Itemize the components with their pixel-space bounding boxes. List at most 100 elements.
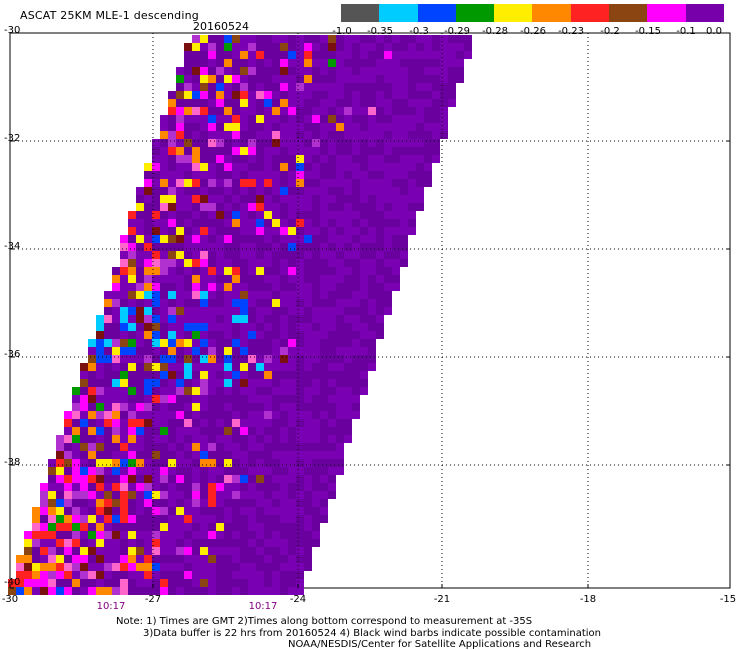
swath-cell — [224, 259, 232, 267]
swath-cell — [48, 547, 56, 555]
swath-cell — [112, 355, 120, 363]
swath-cell — [248, 99, 256, 107]
swath-cell — [296, 267, 304, 275]
swath-cell — [120, 491, 128, 499]
swath-cell — [296, 251, 304, 259]
swath-cell — [184, 547, 192, 555]
swath-cell — [152, 243, 160, 251]
swath-cell — [280, 275, 288, 283]
swath-cell — [176, 427, 184, 435]
swath-cell — [208, 491, 216, 499]
swath-cell — [120, 547, 128, 555]
swath-cell — [128, 363, 136, 371]
swath-cell — [200, 331, 208, 339]
swath-cell — [16, 555, 24, 563]
swath-cell — [248, 75, 256, 83]
swath-cell — [424, 171, 432, 179]
swath-cell — [336, 147, 344, 155]
swath-cell — [128, 283, 136, 291]
swath-cell — [272, 195, 280, 203]
swath-cell — [184, 563, 192, 571]
swath-cell — [200, 163, 208, 171]
swath-cell — [136, 187, 144, 195]
swath-cell — [432, 67, 440, 75]
swath-cell — [312, 515, 320, 523]
swath-cell — [384, 139, 392, 147]
swath-cell — [64, 459, 72, 467]
swath-cell — [320, 131, 328, 139]
swath-cell — [304, 427, 312, 435]
swath-cell — [264, 43, 272, 51]
swath-cell — [264, 379, 272, 387]
swath-cell — [320, 123, 328, 131]
swath-cell — [328, 331, 336, 339]
swath-cell — [280, 219, 288, 227]
swath-cell — [208, 91, 216, 99]
swath-cell — [200, 427, 208, 435]
swath-cell — [88, 451, 96, 459]
swath-cell — [176, 155, 184, 163]
swath-cell — [312, 307, 320, 315]
swath-cell — [192, 467, 200, 475]
swath-cell — [112, 347, 120, 355]
swath-cell — [320, 491, 328, 499]
swath-cell — [176, 379, 184, 387]
swath-cell — [384, 67, 392, 75]
swath-cell — [272, 331, 280, 339]
swath-cell — [288, 347, 296, 355]
swath-cell — [312, 523, 320, 531]
footnote-line-2: 3)Data buffer is 22 hrs from 20160524 4)… — [143, 628, 601, 639]
swath-cell — [256, 35, 264, 43]
swath-cell — [264, 451, 272, 459]
swath-cell — [272, 219, 280, 227]
swath-cell — [264, 579, 272, 587]
swath-cell — [48, 507, 56, 515]
swath-cell — [208, 139, 216, 147]
swath-cell — [264, 187, 272, 195]
swath-cell — [360, 67, 368, 75]
swath-cell — [216, 467, 224, 475]
swath-cell — [152, 563, 160, 571]
swath-cell — [224, 491, 232, 499]
swath-cell — [160, 163, 168, 171]
swath-cell — [168, 195, 176, 203]
swath-cell — [408, 211, 416, 219]
swath-cell — [328, 323, 336, 331]
swath-cell — [240, 467, 248, 475]
swath-cell — [216, 147, 224, 155]
swath-cell — [256, 179, 264, 187]
swath-cell — [272, 43, 280, 51]
swath-cell — [328, 291, 336, 299]
swath-cell — [144, 579, 152, 587]
swath-cell — [264, 179, 272, 187]
swath-cell — [408, 147, 416, 155]
swath-cell — [384, 43, 392, 51]
swath-cell — [232, 507, 240, 515]
swath-cell — [104, 307, 112, 315]
swath-cell — [280, 515, 288, 523]
swath-cell — [120, 419, 128, 427]
swath-cell — [152, 507, 160, 515]
swath-cell — [144, 459, 152, 467]
swath-cell — [296, 219, 304, 227]
swath-cell — [344, 395, 352, 403]
swath-cell — [240, 179, 248, 187]
swath-cell — [352, 43, 360, 51]
swath-cell — [232, 427, 240, 435]
swath-cell — [200, 467, 208, 475]
swath-cell — [136, 459, 144, 467]
swath-cell — [168, 115, 176, 123]
swath-cell — [232, 515, 240, 523]
swath-cell — [232, 315, 240, 323]
swath-cell — [144, 187, 152, 195]
swath-cell — [208, 347, 216, 355]
swath-cell — [56, 443, 64, 451]
swath-cell — [128, 323, 136, 331]
swath-cell — [360, 339, 368, 347]
swath-cell — [256, 235, 264, 243]
swath-cell — [296, 147, 304, 155]
swath-cell — [360, 347, 368, 355]
swath-cell — [216, 115, 224, 123]
swath-cell — [224, 451, 232, 459]
swath-cell — [176, 531, 184, 539]
